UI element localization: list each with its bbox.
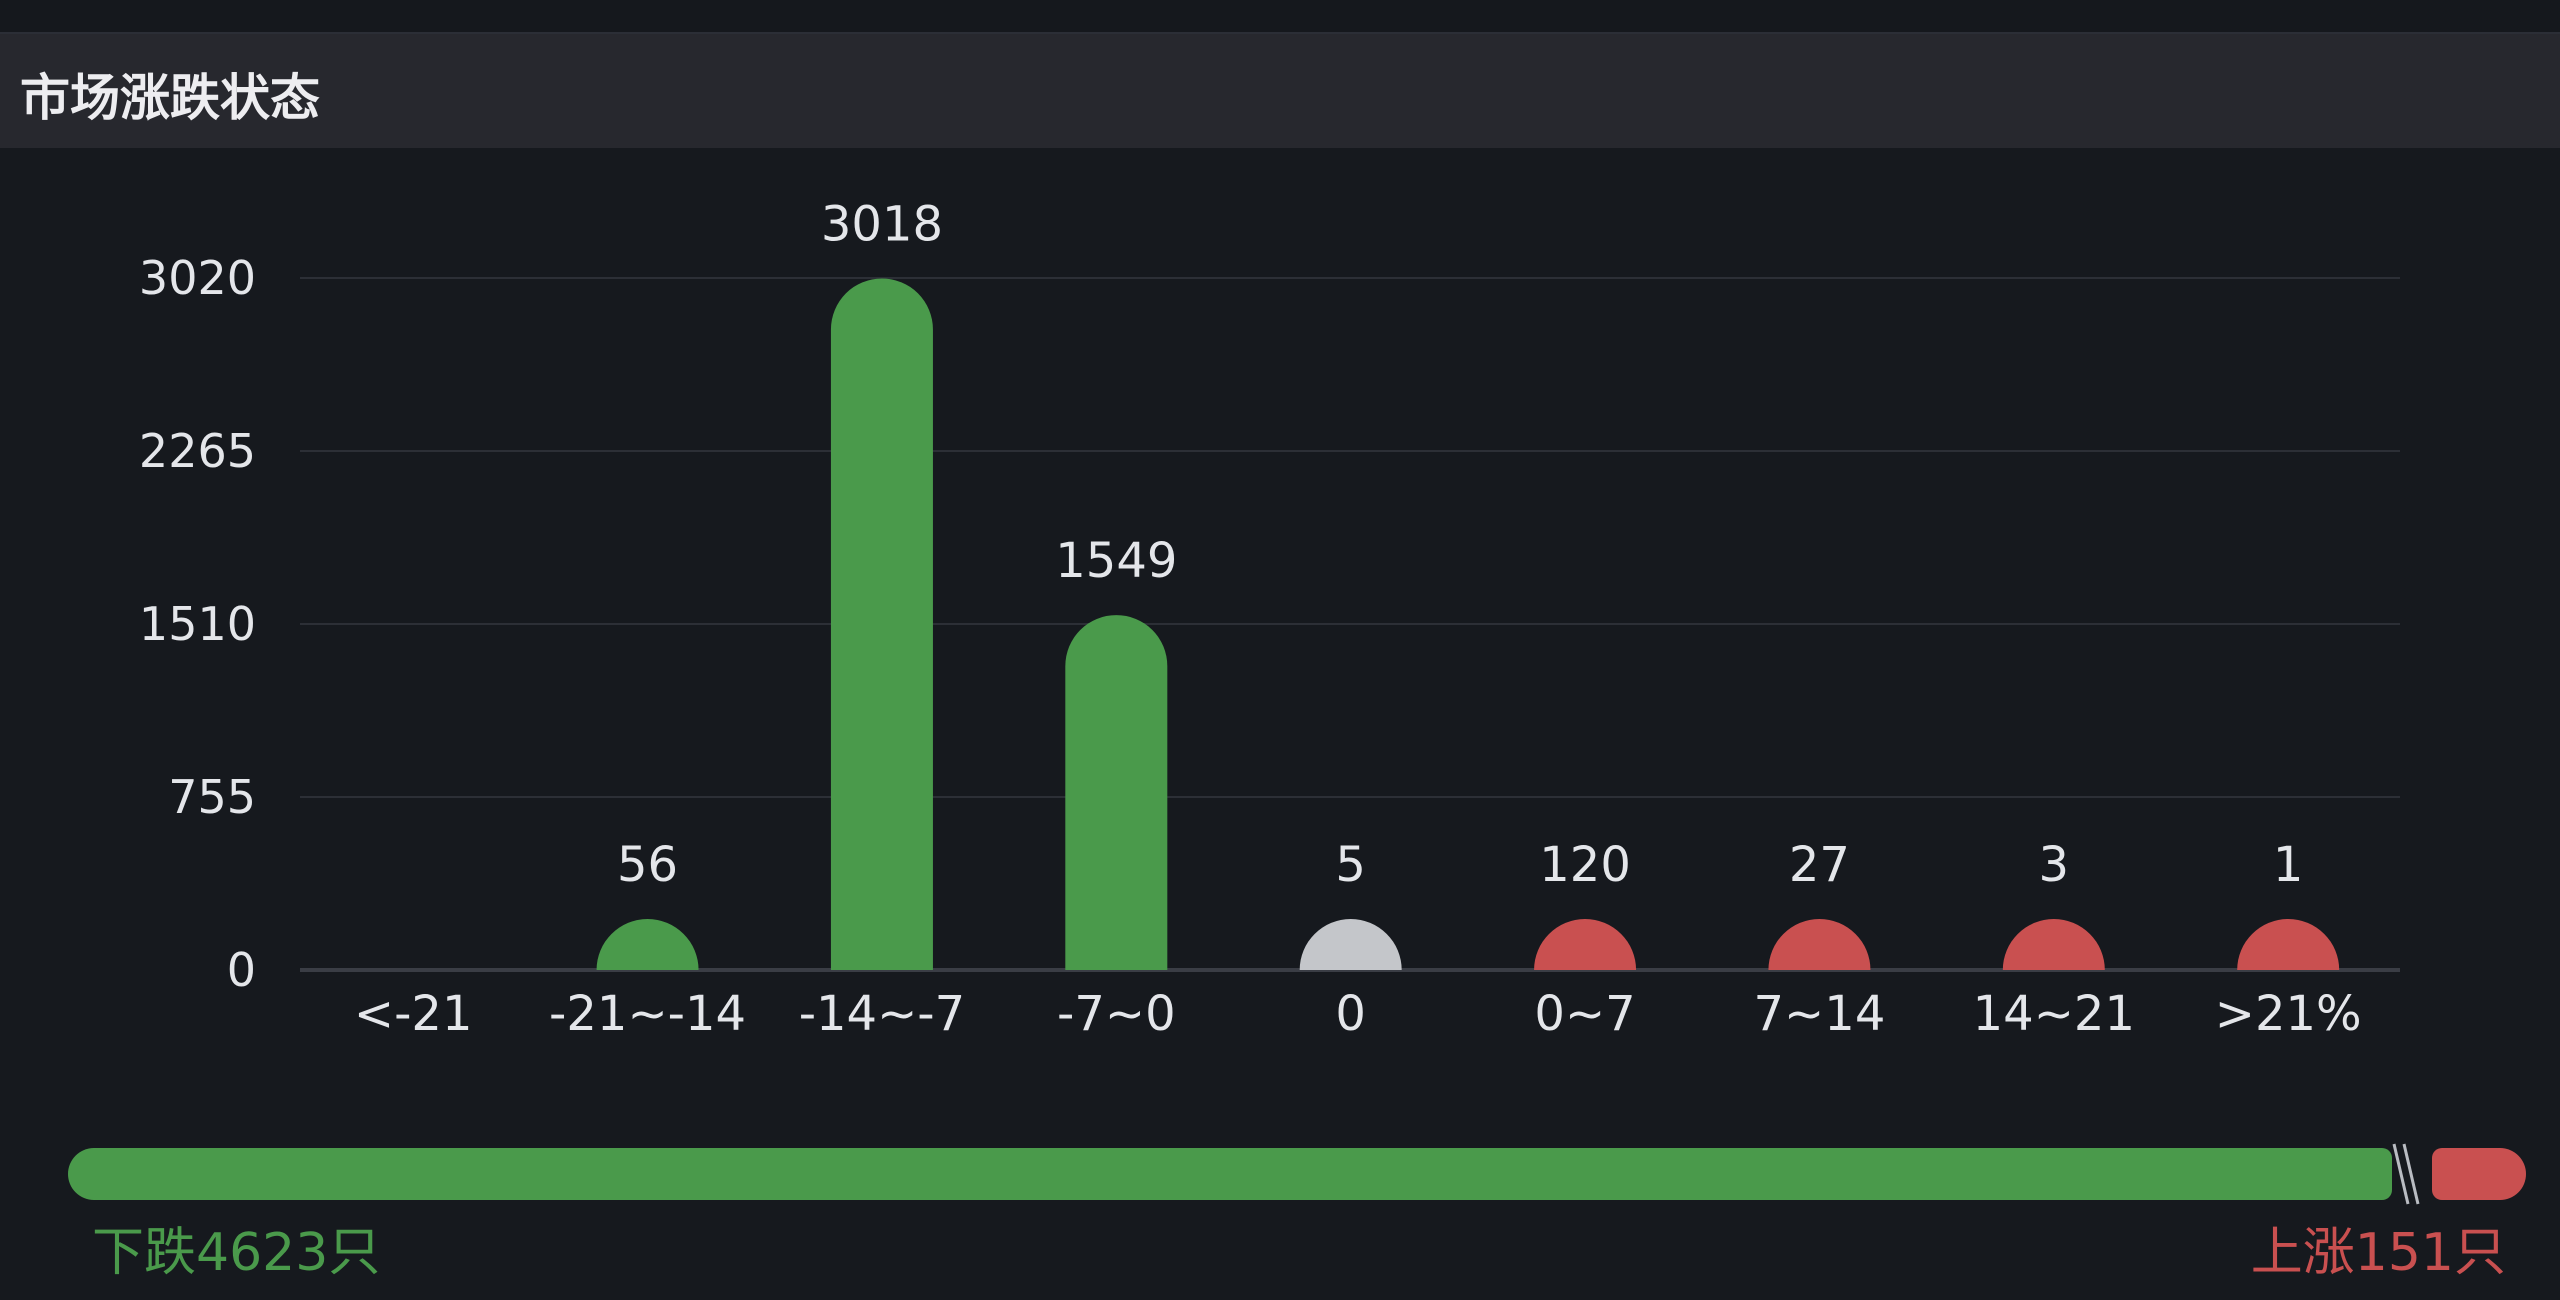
value-label: 1	[2273, 837, 2304, 893]
value-label: 3	[2039, 837, 2070, 893]
y-tick-label: 3020	[139, 251, 256, 305]
up-down-ratio-bar	[68, 1143, 2526, 1205]
value-labels: 56 3018 1549 5 120 27 3 1	[617, 196, 2303, 893]
x-tick-label: 7~14	[1754, 986, 1886, 1042]
x-axis-tick-labels: <-21 -21~-14 -14~-7 -7~0 0 0~7 7~14 14~21 >21%	[354, 986, 2362, 1042]
bar	[596, 919, 699, 970]
y-tick-label: 0	[227, 943, 256, 997]
bar	[2002, 919, 2105, 970]
y-tick-label: 2265	[139, 424, 256, 478]
y-tick-label: 755	[168, 770, 256, 824]
panel-title: 市场涨跌状态	[20, 69, 320, 127]
market-distribution-chart: 0 755 1510 2265 3020 56 3018 1549 5 120 27 3 1 <-21…	[139, 196, 2400, 1042]
y-tick-label: 1510	[139, 597, 256, 651]
top-strip	[0, 0, 2560, 34]
x-tick-label: 0~7	[1534, 986, 1635, 1042]
x-tick-label: 14~21	[1973, 986, 2135, 1042]
ratio-up-segment	[2432, 1148, 2526, 1200]
y-axis-tick-labels: 0 755 1510 2265 3020	[139, 251, 256, 997]
value-label: 1549	[1055, 533, 1177, 589]
x-tick-label: 0	[1335, 986, 1366, 1042]
x-tick-label: -14~-7	[799, 986, 965, 1042]
down-count-label: 下跌4623只	[92, 1223, 381, 1283]
x-tick-label: -7~0	[1057, 986, 1176, 1042]
value-label: 120	[1539, 837, 1631, 893]
ratio-separator	[2392, 1143, 2420, 1205]
x-tick-label: <-21	[354, 986, 473, 1042]
value-label: 56	[617, 837, 678, 893]
bar	[2237, 919, 2340, 970]
bar	[830, 278, 933, 970]
bar	[1768, 919, 1871, 970]
bar	[1065, 615, 1168, 970]
ratio-down-segment	[68, 1148, 2392, 1200]
up-count-label: 上涨151只	[2250, 1223, 2506, 1283]
value-label: 27	[1789, 837, 1850, 893]
bar	[1299, 919, 1402, 970]
bars	[596, 278, 2340, 970]
bar	[1534, 919, 1637, 970]
value-label: 5	[1335, 837, 1366, 893]
panel-header	[0, 34, 2560, 148]
x-tick-label: >21%	[2215, 986, 2362, 1042]
x-tick-label: -21~-14	[549, 986, 746, 1042]
value-label: 3018	[821, 196, 943, 252]
